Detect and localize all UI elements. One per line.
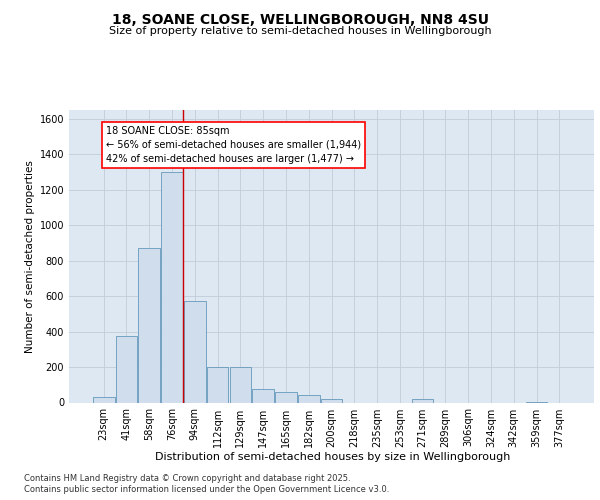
Bar bbox=[207, 367, 229, 402]
Bar bbox=[161, 172, 183, 402]
Bar bbox=[184, 302, 206, 402]
Bar bbox=[93, 397, 115, 402]
Bar bbox=[412, 399, 433, 402]
Text: Contains HM Land Registry data © Crown copyright and database right 2025.
Contai: Contains HM Land Registry data © Crown c… bbox=[24, 474, 389, 494]
Bar bbox=[275, 392, 297, 402]
Text: 18, SOANE CLOSE, WELLINGBOROUGH, NN8 4SU: 18, SOANE CLOSE, WELLINGBOROUGH, NN8 4SU bbox=[112, 12, 488, 26]
Bar bbox=[298, 394, 320, 402]
Bar bbox=[116, 336, 137, 402]
Bar bbox=[320, 399, 343, 402]
Bar bbox=[139, 248, 160, 402]
Y-axis label: Number of semi-detached properties: Number of semi-detached properties bbox=[25, 160, 35, 352]
Text: Size of property relative to semi-detached houses in Wellingborough: Size of property relative to semi-detach… bbox=[109, 26, 491, 36]
Bar bbox=[230, 367, 251, 402]
Text: 18 SOANE CLOSE: 85sqm
← 56% of semi-detached houses are smaller (1,944)
42% of s: 18 SOANE CLOSE: 85sqm ← 56% of semi-deta… bbox=[106, 126, 361, 164]
Bar bbox=[253, 389, 274, 402]
Text: Distribution of semi-detached houses by size in Wellingborough: Distribution of semi-detached houses by … bbox=[155, 452, 511, 462]
